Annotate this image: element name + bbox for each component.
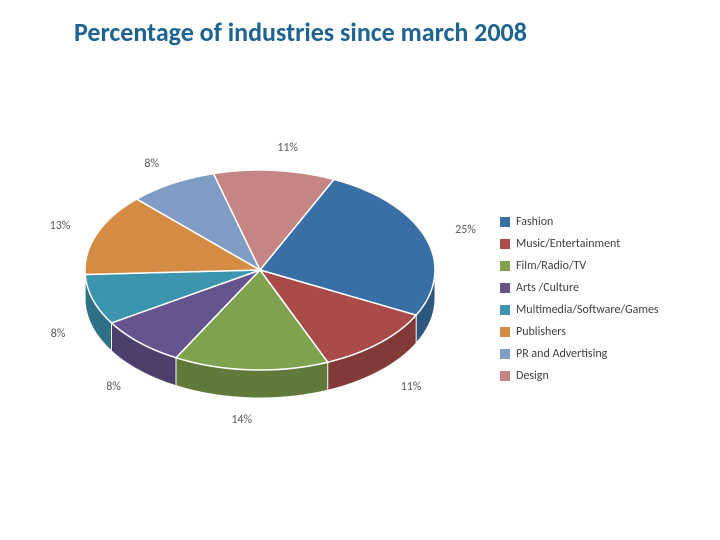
legend-swatch [500, 239, 510, 249]
pie-label-multimedia-software-games: 8% [51, 327, 66, 341]
legend-item-film-radio-tv: Film/Radio/TV [500, 259, 659, 273]
legend-label: Music/Entertainment [516, 237, 620, 251]
legend-label: Publishers [516, 325, 566, 339]
legend-label: Arts /Culture [516, 281, 579, 295]
chart-title: Percentage of industries since march 200… [74, 18, 634, 48]
legend-swatch [500, 349, 510, 359]
legend-swatch [500, 371, 510, 381]
pie-label-pr-and-advertising: 8% [144, 157, 159, 171]
legend-item-pr-and-advertising: PR and Advertising [500, 347, 659, 361]
legend-swatch [500, 261, 510, 271]
slide: { "title": { "text": "Percentage of indu… [0, 0, 720, 540]
legend: Fashion Music/Entertainment Film/Radio/TV A… [500, 215, 659, 391]
pie-label-film-radio-tv: 14% [231, 413, 252, 427]
legend-swatch [500, 283, 510, 293]
legend-item-multimedia-software-games: Multimedia/Software/Games [500, 303, 659, 317]
pie-label-design: 11% [277, 141, 298, 155]
legend-item-design: Design [500, 369, 659, 383]
legend-label: Film/Radio/TV [516, 259, 586, 273]
pie-label-publishers: 13% [50, 219, 71, 233]
legend-label: Design [516, 369, 549, 383]
legend-item-fashion: Fashion [500, 215, 659, 229]
legend-item-arts-culture: Arts /Culture [500, 281, 659, 295]
legend-label: PR and Advertising [516, 347, 607, 361]
pie-label-arts-culture: 8% [106, 380, 121, 394]
legend-swatch [500, 217, 510, 227]
legend-label: Fashion [516, 215, 553, 229]
legend-label: Multimedia/Software/Games [516, 303, 659, 317]
pie-label-fashion: 25% [455, 223, 476, 237]
legend-item-publishers: Publishers [500, 325, 659, 339]
pie-label-music-entertainment: 11% [401, 380, 422, 394]
legend-item-music-entertainment: Music/Entertainment [500, 237, 659, 251]
legend-swatch [500, 305, 510, 315]
pie-chart: 25%11%14%8%8%13%8%11% [55, 130, 465, 430]
legend-swatch [500, 327, 510, 337]
